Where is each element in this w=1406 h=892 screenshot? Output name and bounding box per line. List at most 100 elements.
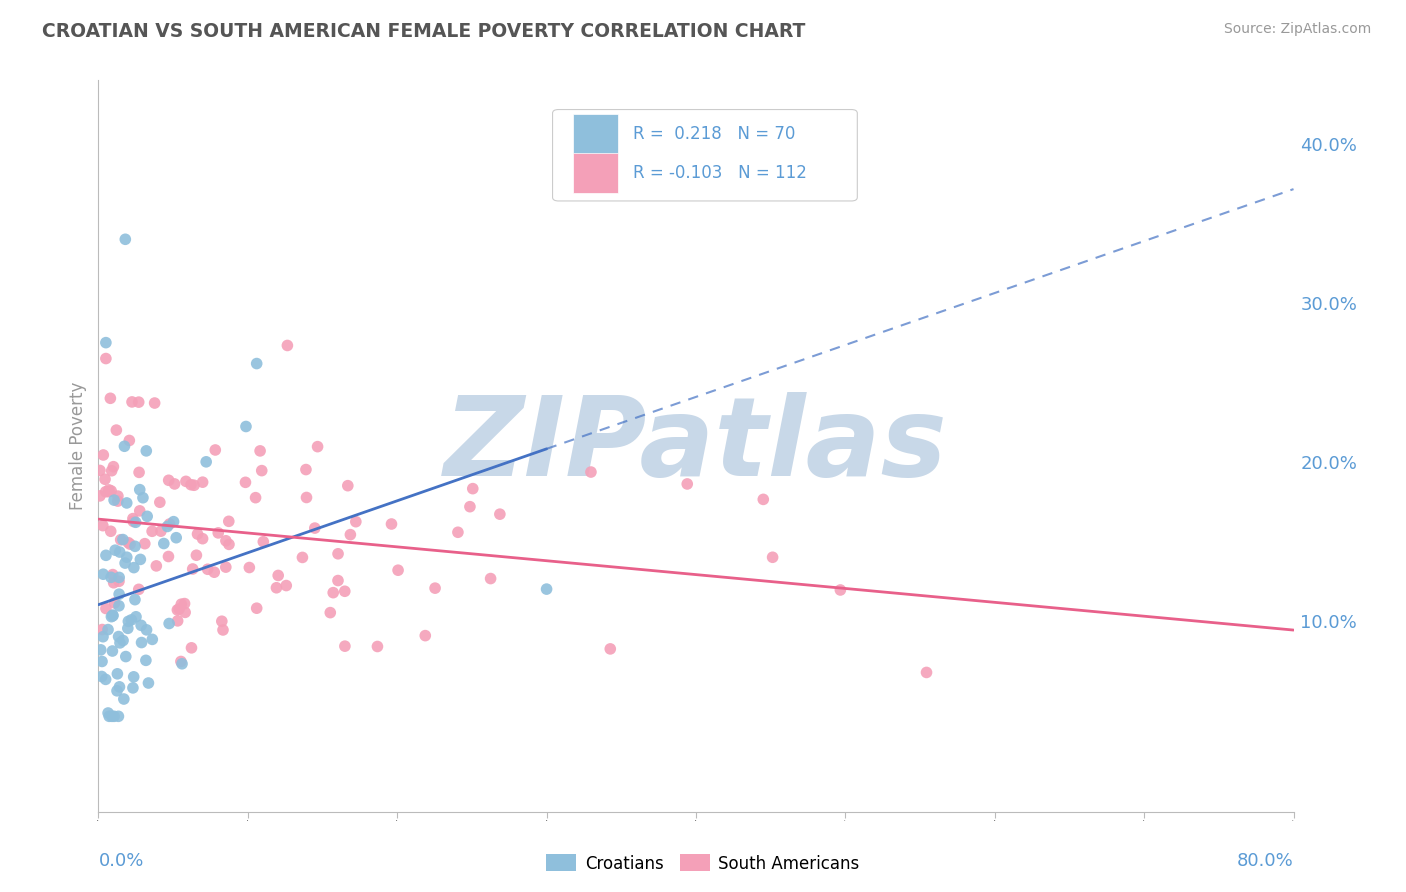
- Point: [157, 616, 180, 631]
- Text: Source: ZipAtlas.com: Source: ZipAtlas.com: [1223, 22, 1371, 37]
- Point: [94, 472, 117, 486]
- Point: [114, 649, 136, 664]
- Point: [149, 524, 172, 538]
- Point: [159, 516, 181, 531]
- Point: [97, 623, 120, 637]
- Point: [344, 515, 367, 529]
- Point: [100, 464, 122, 478]
- Point: [94, 351, 117, 366]
- Point: [100, 570, 122, 584]
- Point: [333, 639, 356, 653]
- Point: [170, 657, 193, 671]
- Point: [336, 478, 359, 492]
- Point: [135, 443, 157, 458]
- Point: [211, 614, 233, 628]
- Text: 80.0%: 80.0%: [1237, 852, 1294, 870]
- Point: [111, 533, 134, 547]
- Point: [319, 606, 342, 620]
- Point: [108, 545, 131, 559]
- Point: [333, 584, 356, 599]
- Point: [246, 357, 269, 371]
- Point: [180, 640, 202, 655]
- Point: [413, 629, 436, 643]
- Point: [128, 504, 150, 518]
- Point: [295, 462, 318, 476]
- Point: [128, 582, 150, 597]
- Point: [105, 683, 128, 698]
- Point: [235, 475, 257, 490]
- Point: [135, 623, 157, 637]
- Point: [104, 543, 127, 558]
- Point: [295, 491, 318, 505]
- Text: R = -0.103   N = 112: R = -0.103 N = 112: [633, 164, 807, 182]
- Point: [195, 455, 218, 469]
- Point: [122, 681, 145, 695]
- Point: [107, 489, 129, 503]
- Point: [762, 550, 785, 565]
- Point: [304, 521, 326, 535]
- Text: CROATIAN VS SOUTH AMERICAN FEMALE POVERTY CORRELATION CHART: CROATIAN VS SOUTH AMERICAN FEMALE POVERT…: [42, 22, 806, 41]
- Point: [101, 709, 124, 723]
- Point: [212, 623, 235, 637]
- Point: [91, 518, 114, 533]
- Point: [97, 706, 120, 720]
- Point: [98, 709, 121, 723]
- Point: [100, 483, 122, 498]
- Point: [94, 673, 117, 687]
- Point: [291, 550, 314, 565]
- Point: [128, 466, 150, 480]
- Point: [252, 534, 274, 549]
- Point: [141, 524, 163, 539]
- Point: [197, 562, 219, 576]
- Text: R =  0.218   N = 70: R = 0.218 N = 70: [633, 125, 794, 143]
- Point: [91, 655, 114, 669]
- Point: [599, 641, 621, 656]
- Point: [143, 396, 166, 410]
- Point: [135, 653, 157, 667]
- Point: [91, 448, 114, 462]
- Point: [307, 440, 329, 454]
- Point: [125, 609, 148, 624]
- Point: [326, 547, 349, 561]
- Point: [170, 655, 193, 669]
- Point: [124, 592, 146, 607]
- Point: [107, 494, 129, 508]
- Point: [157, 473, 180, 487]
- Point: [276, 338, 298, 352]
- Point: [107, 709, 129, 723]
- Point: [215, 533, 238, 548]
- Point: [215, 560, 238, 574]
- Point: [186, 527, 208, 541]
- Point: [134, 537, 156, 551]
- Text: 0.0%: 0.0%: [98, 852, 143, 870]
- Point: [166, 614, 188, 628]
- Point: [238, 560, 260, 574]
- Point: [129, 552, 152, 566]
- Point: [120, 537, 142, 551]
- FancyBboxPatch shape: [572, 153, 619, 194]
- Point: [186, 548, 208, 562]
- Point: [380, 516, 402, 531]
- Point: [235, 419, 257, 434]
- Point: [114, 232, 136, 246]
- Point: [89, 489, 111, 503]
- Point: [89, 463, 111, 477]
- Point: [166, 603, 188, 617]
- Point: [117, 621, 139, 635]
- Point: [122, 515, 145, 529]
- Point: [90, 669, 112, 683]
- Point: [117, 535, 139, 549]
- Point: [90, 643, 112, 657]
- Point: [94, 335, 117, 350]
- Point: [830, 582, 852, 597]
- Point: [202, 565, 225, 579]
- Point: [120, 613, 142, 627]
- Point: [103, 459, 125, 474]
- Point: [100, 524, 122, 539]
- Point: [461, 482, 484, 496]
- Text: ZIPatlas: ZIPatlas: [444, 392, 948, 500]
- Point: [101, 608, 124, 623]
- Point: [326, 574, 349, 588]
- Point: [249, 443, 271, 458]
- Point: [122, 670, 145, 684]
